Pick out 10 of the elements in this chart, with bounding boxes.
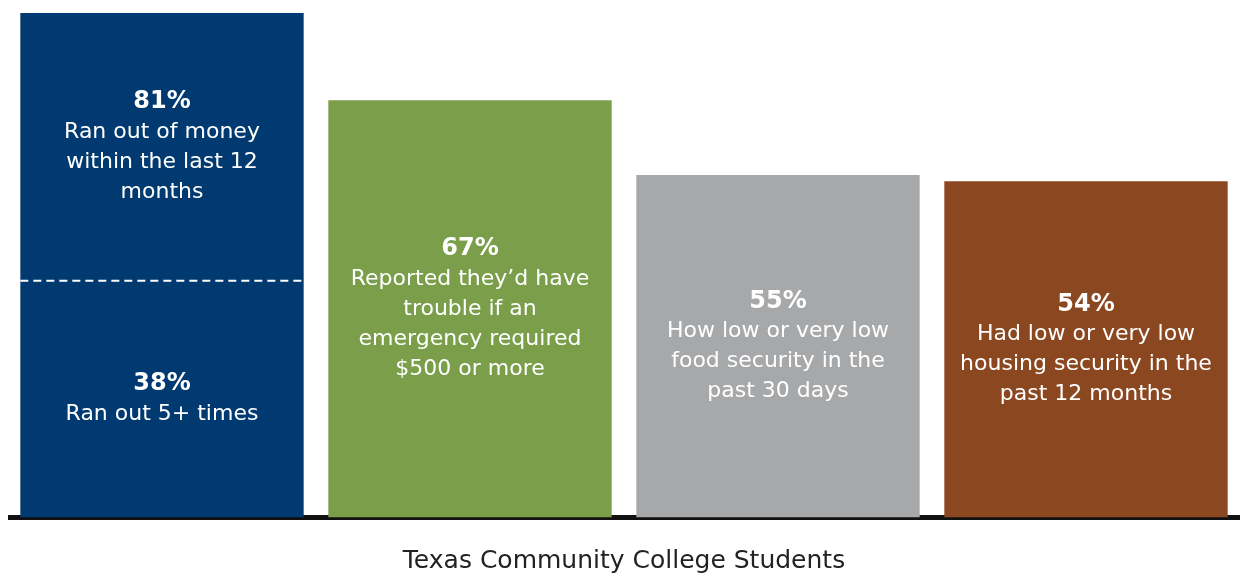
bar <box>636 174 920 518</box>
bar <box>944 181 1228 518</box>
x-axis-title: Texas Community College Students <box>401 544 846 574</box>
data-label: 67% Reported they’d have trouble if an emergency required $500 or more <box>350 233 590 380</box>
data-label: 81% Ran out of money within the last 12 months <box>64 86 260 203</box>
data-label: 54% Had low or very low housing security in the past 12 months <box>960 288 1212 406</box>
bar <box>20 13 304 518</box>
ref-line-label: 38% Ran out 5+ times <box>65 368 259 425</box>
bar <box>328 100 612 518</box>
data-label: 55% How low or very low food security in the past 30 days <box>666 285 890 402</box>
